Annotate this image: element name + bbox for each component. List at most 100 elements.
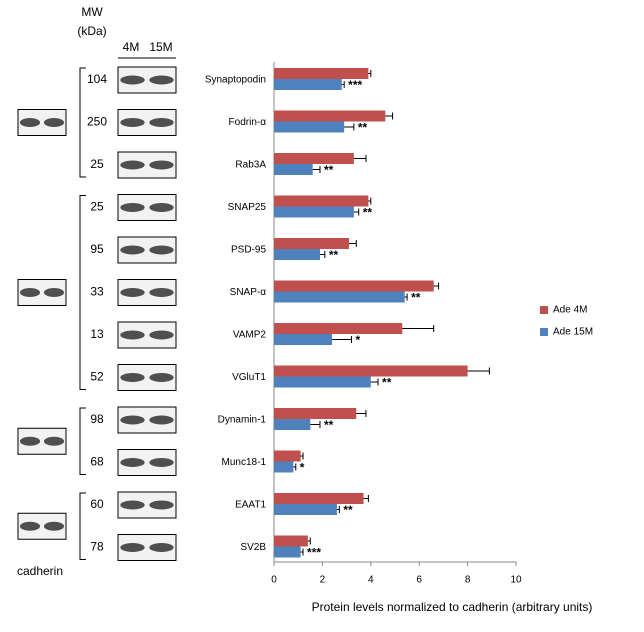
category-label: EAAT1	[235, 500, 266, 511]
blot-band	[149, 543, 174, 552]
x-tick-label: 4	[368, 575, 374, 586]
bar	[274, 280, 434, 292]
blot-band	[43, 521, 65, 531]
significance: **	[382, 376, 392, 390]
error-bar	[300, 548, 304, 556]
blot-band	[149, 203, 174, 212]
error-bar	[332, 336, 352, 343]
legend-swatch	[540, 306, 548, 314]
bar	[274, 195, 369, 207]
mw-label: 25	[90, 157, 104, 171]
bar	[274, 504, 337, 515]
error-bar	[349, 240, 357, 247]
blot-band	[43, 288, 65, 297]
error-bar	[402, 325, 435, 332]
category-label: Synaptopodin	[205, 75, 266, 86]
bar	[274, 461, 294, 473]
error-bar	[353, 208, 360, 216]
blot-band	[120, 458, 145, 467]
error-bar	[467, 367, 490, 375]
significance: ***	[348, 78, 362, 92]
bar	[274, 249, 320, 260]
error-bar	[336, 506, 340, 513]
loading-control-label: cadherin	[17, 564, 63, 578]
significance: *	[355, 333, 360, 347]
blot-band	[149, 75, 174, 85]
error-bar	[433, 282, 440, 290]
bar	[274, 68, 369, 79]
blot-band	[149, 245, 174, 255]
blot-band	[149, 160, 174, 170]
bar	[274, 164, 313, 175]
blot-band	[149, 500, 174, 510]
bar	[274, 535, 308, 547]
error-bar	[307, 537, 311, 545]
blot-band	[149, 458, 174, 467]
significance: **	[329, 248, 339, 262]
error-bar	[370, 378, 379, 386]
bar	[274, 238, 350, 249]
bar	[274, 450, 301, 462]
mw-label: 104	[87, 72, 107, 86]
significance: **	[324, 163, 334, 177]
x-tick-label: 6	[416, 575, 422, 586]
error-bar	[293, 463, 297, 471]
bar	[274, 153, 354, 164]
blot-band	[120, 288, 145, 297]
mw-header: (kDa)	[77, 24, 106, 38]
category-label: Fodrin-α	[229, 117, 267, 128]
x-tick-label: 0	[271, 575, 277, 586]
lane-label: 4M	[123, 40, 140, 54]
mw-label: 95	[90, 242, 104, 256]
bar	[274, 493, 364, 504]
blot-band	[19, 118, 41, 127]
category-label: SNAP25	[228, 202, 267, 213]
error-bar	[363, 495, 369, 502]
bracket	[79, 195, 86, 390]
bar	[274, 110, 386, 122]
blot-band	[149, 373, 174, 382]
blot-band	[43, 118, 65, 127]
error-bar	[368, 70, 372, 77]
blot-band	[149, 415, 174, 425]
bar	[274, 323, 403, 334]
mw-label: 68	[90, 455, 104, 469]
category-label: SV2B	[240, 542, 266, 553]
mw-label: 33	[90, 285, 104, 299]
significance: **	[343, 503, 353, 517]
blot-band	[149, 118, 174, 127]
x-axis-label: Protein levels normalized to cadherin (a…	[312, 600, 593, 614]
bracket	[79, 67, 86, 178]
bar	[274, 408, 357, 419]
bar	[274, 546, 301, 558]
blot-band	[120, 118, 145, 127]
bar	[274, 79, 342, 90]
blot-band	[120, 203, 145, 212]
blot-band	[43, 436, 65, 446]
blot-band	[120, 500, 145, 510]
x-tick-label: 2	[320, 575, 326, 586]
blot-band	[19, 288, 41, 297]
blot-band	[120, 245, 145, 255]
error-bar	[356, 410, 367, 417]
significance: ***	[307, 546, 321, 560]
mw-label: 13	[90, 327, 104, 341]
bar	[274, 376, 371, 388]
mw-label: 25	[90, 200, 104, 214]
x-tick-label: 8	[465, 575, 471, 586]
blot-band	[149, 288, 174, 297]
legend-label: Ade 4M	[553, 305, 587, 316]
bar	[274, 419, 311, 430]
bar	[274, 121, 345, 133]
blot-band	[19, 521, 41, 531]
error-bar	[319, 251, 326, 258]
mw-header: MW	[81, 5, 103, 19]
bar	[274, 334, 333, 345]
category-label: VGluT1	[232, 372, 266, 383]
blot-band	[120, 373, 145, 382]
mw-label: 78	[90, 540, 104, 554]
significance: *	[300, 461, 305, 475]
error-bar	[344, 123, 355, 131]
error-bar	[341, 81, 345, 88]
